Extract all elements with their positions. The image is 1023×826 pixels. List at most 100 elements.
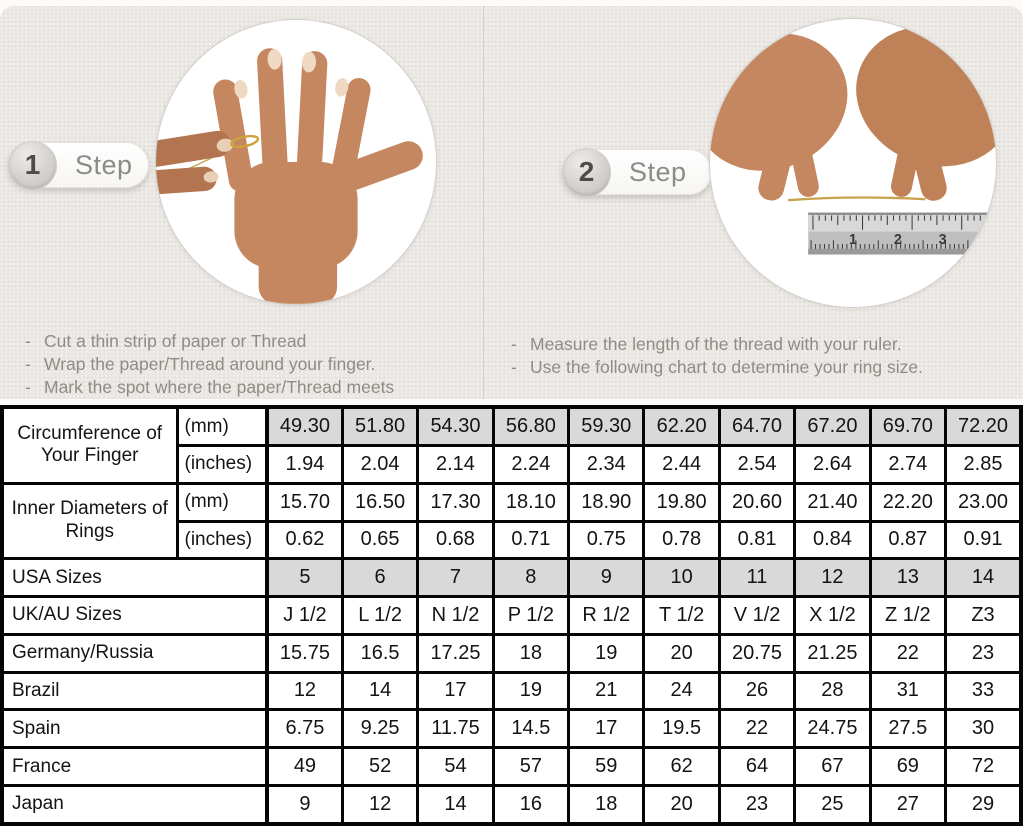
- chart-value-cell: 29: [944, 783, 1023, 826]
- chart-value-cell: 14: [416, 783, 495, 826]
- chart-value-cell: 23: [944, 632, 1023, 674]
- chart-value-cell: 0.71: [491, 519, 571, 561]
- chart-value-cell: 0.91: [944, 519, 1023, 561]
- chart-value-cell: 67.20: [793, 405, 872, 447]
- instruction-text: Mark the spot where the paper/Thread mee…: [44, 377, 395, 397]
- chart-value-cell: 33: [944, 670, 1023, 712]
- ruler-number-3: 3: [939, 232, 947, 248]
- dash-bullet: -: [511, 357, 517, 377]
- table-row: Spain 6.75 9.25 11.75 14.5 17 19.5 22 24.75 27.5 3…: [0, 708, 1023, 750]
- chart-value-cell: 49: [264, 746, 344, 787]
- chart-value-cell: 9.25: [340, 708, 420, 750]
- instruction-line: - Measure the length of the thread with y…: [506, 333, 1021, 356]
- chart-value-cell: 2.34: [567, 444, 646, 485]
- instruction-text: Wrap the paper/Thread around your finger…: [44, 354, 376, 374]
- chart-value-cell: 2.64: [793, 444, 872, 485]
- chart-value-cell: 19: [491, 670, 571, 712]
- chart-value-cell: 13: [868, 557, 948, 599]
- chart-value-cell: 9: [264, 783, 344, 826]
- chart-value-cell: 22.20: [868, 481, 948, 523]
- chart-value-cell: 2.74: [868, 444, 948, 485]
- chart-value-cell: 56.80: [491, 405, 571, 447]
- chart-value-cell: 64: [717, 746, 797, 787]
- measuring-thread-illustration: 1 2 3: [710, 26, 996, 255]
- chart-value-cell: 72: [944, 746, 1023, 787]
- ring-size-chart: Circumference of Your Finger (mm) 49.30 51.…: [0, 405, 1023, 826]
- chart-group-label: Circumference of Your Finger: [0, 405, 179, 485]
- chart-row-label: France: [0, 746, 269, 787]
- chart-value-cell: 20.75: [717, 632, 797, 674]
- step1-number-circle: 1: [8, 140, 57, 190]
- chart-value-cell: 2.44: [642, 444, 721, 485]
- chart-value-cell: T 1/2: [642, 595, 721, 636]
- chart-value-cell: V 1/2: [717, 595, 797, 636]
- step2-number-circle: 2: [562, 147, 611, 197]
- step1-label: Step: [75, 149, 133, 180]
- chart-value-cell: 18: [567, 783, 646, 826]
- chart-row-label: USA Sizes: [0, 557, 269, 599]
- chart-value-cell: 20: [642, 632, 721, 674]
- table-row: Brazil 12 14 17 19 21 24 26 28 31 33: [0, 670, 1023, 712]
- chart-value-cell: 16.5: [340, 632, 420, 674]
- chart-value-cell: 12: [340, 783, 420, 826]
- ruler-ticks: [810, 215, 996, 249]
- table-row: (inches) 0.62 0.65 0.68 0.71 0.75 0.78 0.81 0.84…: [2, 519, 1023, 561]
- chart-value-cell: 6.75: [264, 708, 344, 750]
- dash-bullet: -: [511, 334, 517, 354]
- dash-bullet: -: [25, 354, 31, 374]
- chart-value-cell: 12: [793, 557, 872, 599]
- gold-thread: [788, 196, 926, 202]
- left-hand: [710, 33, 848, 201]
- chart-unit-cell: (mm): [175, 405, 269, 447]
- helper-hand: [156, 130, 234, 197]
- chart-value-cell: 57: [491, 746, 571, 787]
- table-row: France 49 52 54 57 59 62 64 67 69 72: [0, 746, 1023, 787]
- chart-value-cell: 62.20: [642, 405, 721, 447]
- chart-value-cell: 22: [868, 632, 948, 674]
- chart-value-cell: 54: [416, 746, 495, 787]
- chart-value-cell: X 1/2: [793, 595, 872, 636]
- chart-value-cell: Z 1/2: [868, 595, 948, 636]
- chart-value-cell: 23.00: [944, 481, 1023, 523]
- chart-value-cell: 59: [567, 746, 646, 787]
- chart-value-cell: 11: [717, 557, 797, 599]
- chart-value-cell: L 1/2: [340, 595, 420, 636]
- instruction-text: Measure the length of the thread with yo…: [530, 334, 902, 354]
- chart-value-cell: 67: [793, 746, 872, 787]
- chart-value-cell: 2.24: [491, 444, 571, 485]
- instruction-text: Use the following chart to determine you…: [530, 357, 923, 377]
- chart-value-cell: 15.75: [264, 632, 344, 674]
- chart-value-cell: 49.30: [264, 405, 344, 447]
- dash-bullet: -: [25, 377, 31, 397]
- chart-value-cell: 14: [340, 670, 420, 712]
- table-row: Inner Diameters of Rings (mm) 15.70 16.50 17…: [0, 481, 1023, 561]
- chart-value-cell: 14: [944, 557, 1023, 599]
- chart-value-cell: 21: [567, 670, 646, 712]
- chart-value-cell: 9: [567, 557, 646, 599]
- chart-value-cell: 72.20: [944, 405, 1023, 447]
- chart-value-cell: 25: [793, 783, 872, 826]
- chart-value-cell: 2.54: [717, 444, 797, 485]
- chart-value-cell: 7: [416, 557, 495, 599]
- chart-value-cell: 20: [642, 783, 721, 826]
- instruction-line: - Cut a thin strip of paper or Thread: [20, 330, 482, 353]
- chart-unit-cell: (mm): [175, 481, 269, 523]
- chart-value-cell: 59.30: [567, 405, 646, 447]
- chart-value-cell: 15.70: [264, 481, 344, 523]
- chart-value-cell: 18: [491, 632, 571, 674]
- right-hand: [856, 26, 996, 201]
- chart-value-cell: 24.75: [793, 708, 872, 750]
- chart-value-cell: 2.85: [944, 444, 1023, 485]
- chart-value-cell: 1.94: [264, 444, 344, 485]
- chart-value-cell: J 1/2: [264, 595, 344, 636]
- table-row: UK/AU Sizes J 1/2 L 1/2 N 1/2 P 1/2 R 1/2 T 1/…: [0, 595, 1023, 636]
- step2-instructions: - Measure the length of the thread with y…: [506, 333, 1021, 379]
- chart-value-cell: 10: [642, 557, 721, 599]
- chart-value-cell: 18.10: [491, 481, 571, 523]
- main-hand: [213, 48, 423, 304]
- chart-value-cell: 18.90: [567, 481, 646, 523]
- chart-value-cell: 2.04: [340, 444, 420, 485]
- chart-value-cell: R 1/2: [567, 595, 646, 636]
- chart-value-cell: 19.80: [642, 481, 721, 523]
